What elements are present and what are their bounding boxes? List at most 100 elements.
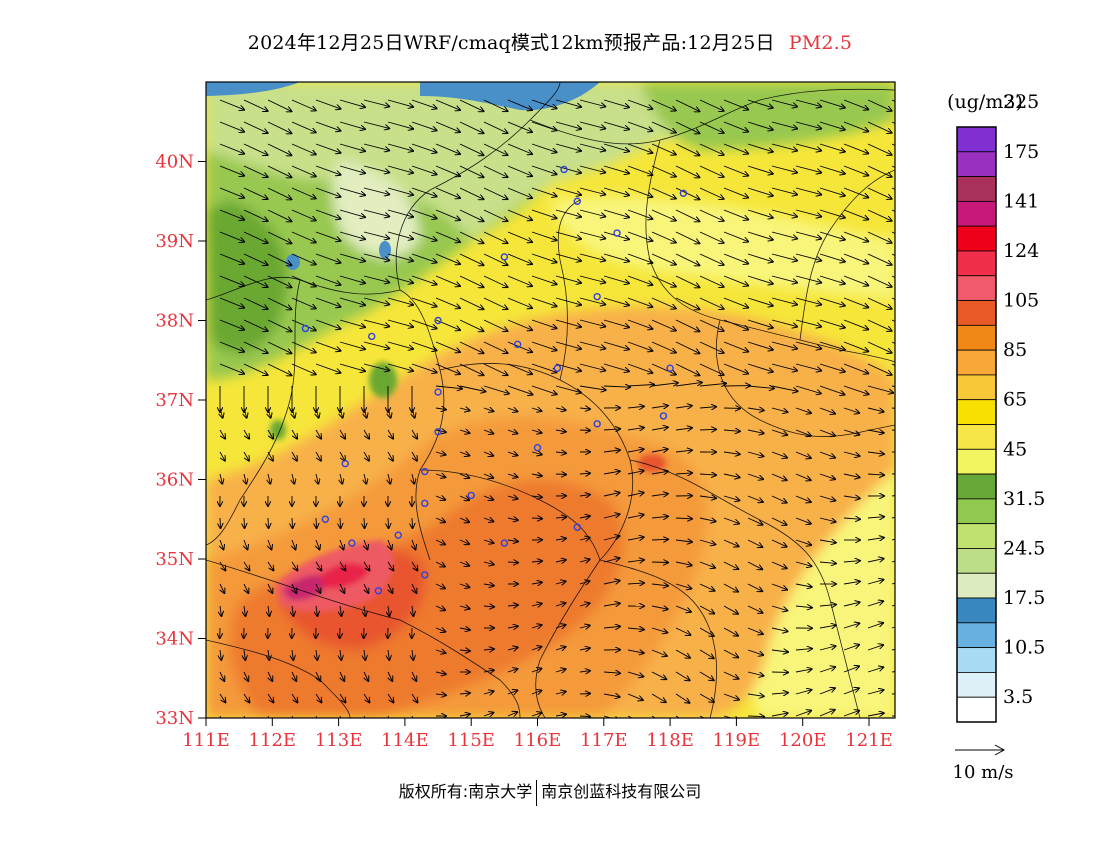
wind-vector (747, 363, 773, 372)
wind-vector (483, 474, 493, 478)
colorbar-swatch (956, 622, 997, 649)
water-lake-2 (379, 241, 391, 259)
wind-vector (627, 275, 652, 285)
colorbar-label: 17.5 (1003, 587, 1045, 609)
wind-vector (651, 562, 668, 563)
wind-vector (795, 429, 811, 436)
wind-vector (291, 363, 316, 374)
wind-vector (747, 99, 773, 108)
wind-vector (219, 99, 244, 110)
wind-vector (555, 319, 581, 327)
wind-vector (316, 517, 317, 528)
wind-vector (603, 471, 620, 474)
wind-vector (747, 275, 773, 284)
wind-vector (819, 275, 845, 284)
wind-vector (292, 671, 296, 681)
wind-vector (771, 297, 797, 305)
wind-vector (579, 626, 590, 629)
wind-vector (699, 297, 724, 309)
wind-vector (747, 649, 763, 655)
wind-vector (387, 187, 413, 195)
wind-vector (243, 297, 268, 309)
wind-vector (555, 452, 566, 453)
wind-vector (579, 341, 605, 349)
wind-vector (435, 165, 460, 176)
lat-tick-label: 40N (155, 152, 194, 173)
wind-vector (675, 605, 691, 612)
wind-vector (843, 711, 859, 717)
wind-vector (555, 297, 581, 305)
colorbar-swatch (956, 672, 997, 698)
wind-vector (651, 406, 668, 408)
wind-vector (435, 209, 460, 220)
wind-vector (651, 187, 676, 199)
wind-vector (555, 385, 581, 393)
wind-vector (651, 143, 676, 155)
wind-vector (459, 540, 469, 544)
wind-vector (795, 649, 812, 650)
wind-vector (771, 121, 797, 129)
wind-vector (795, 690, 811, 695)
wind-vector (795, 253, 821, 261)
wind-vector (867, 667, 883, 673)
wind-vector (363, 253, 389, 260)
wind-vector (244, 517, 245, 528)
wind-vector (867, 165, 892, 177)
wind-vector (243, 99, 268, 111)
wind-vector (435, 297, 460, 308)
wind-vector (339, 253, 365, 261)
wind-vector (363, 363, 389, 370)
wind-vector (339, 429, 345, 439)
wind-vector (819, 473, 835, 479)
wind-vector (387, 121, 413, 129)
wind-vector (507, 690, 517, 694)
wind-vector (219, 253, 244, 264)
wind-vector (843, 688, 859, 695)
colorbar-swatch (956, 473, 997, 500)
wind-vector (292, 517, 293, 528)
wind-vector (723, 341, 748, 352)
wind-vector (435, 650, 446, 653)
wind-vector (699, 605, 714, 614)
wind-vector (531, 165, 557, 174)
wind-vector (435, 694, 446, 695)
colorbar-swatch (956, 597, 997, 624)
wind-vector (220, 473, 222, 484)
wind-vector (675, 187, 699, 199)
wind-vector (579, 253, 605, 261)
zone-orange-dark (229, 479, 624, 718)
wind-vector (843, 121, 868, 131)
wind-vector (771, 231, 797, 239)
wind-vector (387, 231, 413, 239)
wind-vector (483, 209, 508, 221)
wind-vector (315, 341, 341, 351)
wind-vector (339, 187, 365, 195)
wind-vector (819, 710, 835, 717)
wind-vector (579, 473, 590, 474)
wind-vector (340, 649, 341, 660)
wind-vector (316, 671, 320, 681)
boundary-5 (716, 319, 895, 437)
wind-vector (699, 474, 716, 475)
colorbar-label: 85 (1003, 339, 1027, 361)
wind-vector (339, 319, 365, 327)
wind-vector (435, 319, 460, 330)
wind-vector (603, 341, 629, 349)
wind-vector (723, 165, 748, 176)
wind-vector (435, 99, 460, 110)
wind-vector (316, 407, 319, 418)
wind-vector (675, 671, 690, 680)
wind-vector (387, 297, 413, 305)
wind-vector (843, 451, 860, 456)
wind-vector (507, 669, 518, 672)
wind-vector (388, 539, 392, 549)
wind-vector (435, 187, 460, 198)
wind-vector (267, 231, 291, 243)
wind-vector (315, 99, 341, 109)
wind-vector (291, 253, 316, 264)
station-marker (593, 420, 601, 428)
wind-vector (507, 297, 532, 308)
wind-vector (819, 495, 835, 501)
wind-vector (579, 430, 590, 431)
